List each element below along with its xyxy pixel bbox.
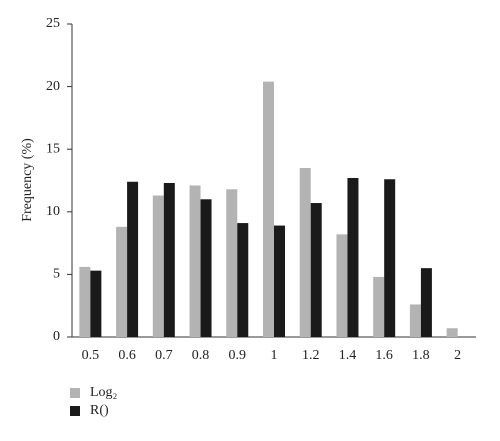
x-tick-label: 0.6 <box>118 348 136 363</box>
x-tick-label: 0.9 <box>229 348 247 363</box>
bar <box>127 181 139 337</box>
bar <box>226 189 238 337</box>
y-tick-label: 0 <box>53 329 60 344</box>
bar <box>116 226 128 337</box>
legend-label: Log₂ <box>90 385 118 400</box>
x-tick-label: 1 <box>271 348 278 363</box>
bar <box>373 276 385 337</box>
legend-swatch <box>70 388 80 398</box>
x-tick-label: 1.2 <box>302 348 320 363</box>
bar <box>152 195 164 337</box>
legend-swatch <box>70 406 80 416</box>
bar <box>384 179 396 337</box>
bar <box>79 266 91 337</box>
bar <box>237 223 249 337</box>
bar <box>446 328 458 337</box>
bar <box>420 268 432 337</box>
x-tick-label: 1.6 <box>375 348 393 363</box>
y-tick-label: 25 <box>46 16 60 31</box>
bar <box>336 234 348 337</box>
bar <box>263 81 274 337</box>
x-tick-label: 2 <box>454 348 461 363</box>
legend-label: R() <box>90 403 109 418</box>
bar <box>299 167 311 337</box>
bar <box>189 185 201 337</box>
y-axis-label: Frequency (%) <box>20 138 35 222</box>
y-tick-label: 15 <box>46 141 60 156</box>
bar <box>163 183 175 337</box>
bar <box>347 177 359 337</box>
bar <box>200 199 212 337</box>
bar <box>409 304 421 337</box>
y-tick-label: 10 <box>46 204 60 219</box>
bar <box>310 203 322 337</box>
x-tick-label: 0.7 <box>155 348 173 363</box>
bar <box>274 225 285 337</box>
x-tick-label: 1.4 <box>339 348 357 363</box>
bar <box>90 270 102 337</box>
x-tick-label: 1.8 <box>412 348 430 363</box>
y-tick-label: 20 <box>46 79 60 94</box>
y-tick-label: 5 <box>53 267 60 282</box>
x-tick-label: 0.5 <box>82 348 100 363</box>
x-tick-label: 0.8 <box>192 348 210 363</box>
